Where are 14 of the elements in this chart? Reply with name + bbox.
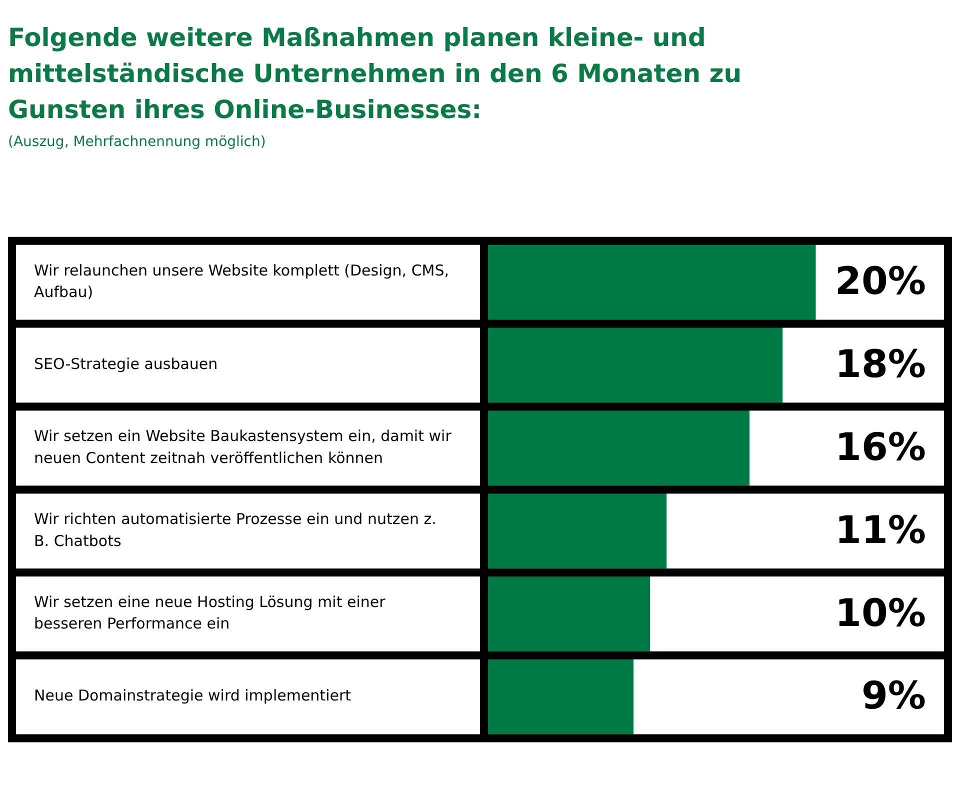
y-tick-label: Wir setzen ein Website Baukastensystem ein, damit wir neuen Content zeitnah veröffentlichen können [34, 427, 452, 467]
data-label: 16% [835, 424, 926, 469]
y-tick-label: SEO-Strategie ausbauen [34, 355, 218, 374]
y-tick-label: Wir relaunchen unsere Website komplett (Design, CMS, Aufbau) [34, 261, 450, 302]
y-tick-label: Neue Domainstrategie wird implementiert [34, 686, 352, 705]
data-label: 20% [835, 259, 926, 304]
chart-title: Folgende weitere Maßnahmen planen kleine- und mittelständische Unternehmen in den 6 Monaten zu Gunsten ihres Online-Businesses: [8, 22, 743, 126]
y-tick-label: Wir richten automatisierte Prozesse ein und nutzen z. B. Chatbots [34, 510, 436, 550]
data-label: 18% [835, 342, 926, 386]
y-tick-label: Wir setzen eine neue Hosting Lösung mit einer besseren Performance ein [34, 592, 386, 633]
data-label: 9% [861, 674, 926, 718]
data-label: 10% [835, 590, 926, 635]
text: (Auszug, Mehrfachnennung möglich) [8, 134, 267, 150]
data-label: 11% [835, 508, 926, 552]
